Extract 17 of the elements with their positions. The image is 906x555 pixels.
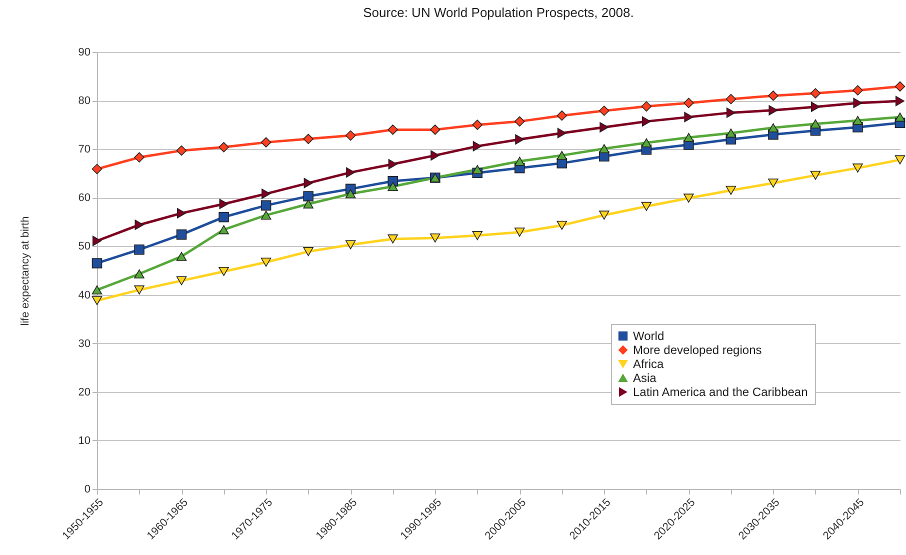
y-tick-label: 70 bbox=[78, 144, 90, 156]
legend-label: Africa bbox=[633, 357, 664, 371]
legend-label: Asia bbox=[633, 371, 657, 385]
y-tick-label: 20 bbox=[78, 386, 90, 398]
y-axis-title: life expectancy at birth bbox=[19, 216, 32, 326]
y-tick-label: 0 bbox=[84, 484, 90, 496]
legend-label: More developed regions bbox=[633, 343, 762, 357]
y-tick-label: 80 bbox=[78, 95, 90, 108]
y-tick-label: 40 bbox=[78, 289, 90, 302]
chart-title: Source: UN World Population Prospects, 2008. bbox=[363, 5, 634, 20]
y-tick-label: 90 bbox=[78, 46, 90, 58]
y-tick-label: 60 bbox=[78, 192, 90, 204]
y-tick-label: 30 bbox=[78, 338, 90, 350]
legend-label: World bbox=[633, 329, 664, 343]
y-tick-label: 10 bbox=[78, 434, 90, 447]
legend-label: Latin America and the Caribbean bbox=[633, 385, 808, 399]
y-tick-label: 50 bbox=[78, 240, 90, 253]
